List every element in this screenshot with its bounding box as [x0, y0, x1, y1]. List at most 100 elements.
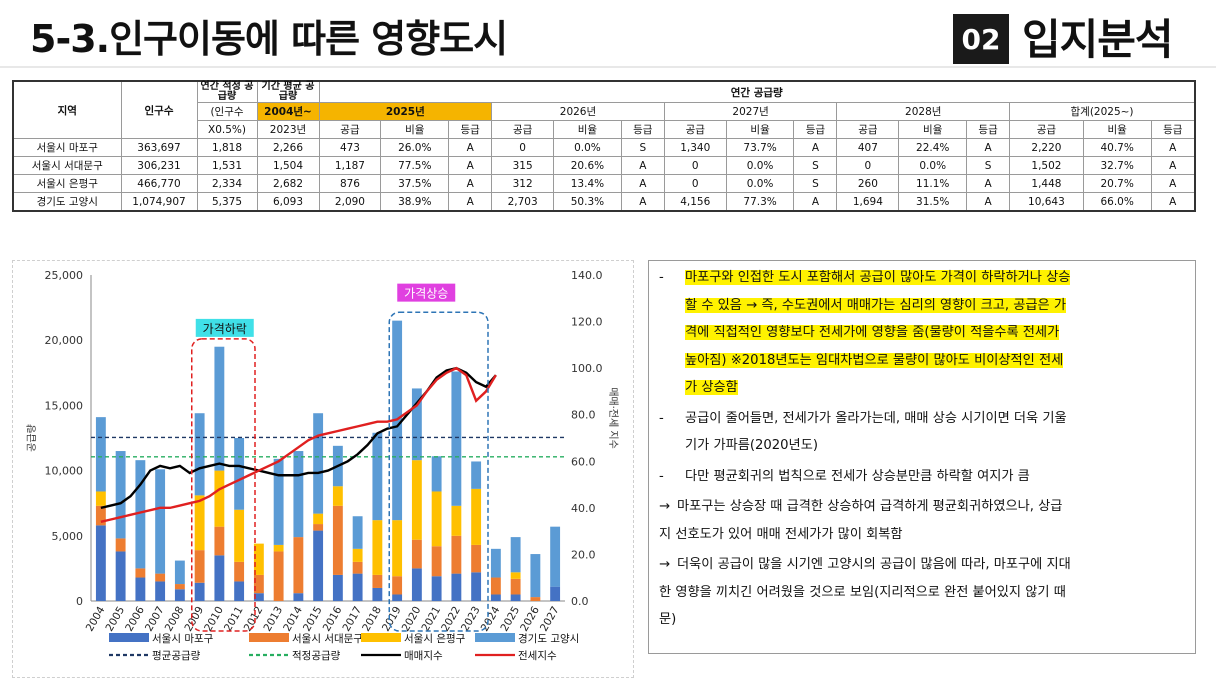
table-cell: 315: [491, 156, 555, 175]
bar-segment: [273, 544, 284, 552]
legend-label: 매매지수: [404, 650, 443, 662]
table-cell: A: [448, 174, 493, 193]
col-header-annual-group: 연간 공급량: [318, 80, 1196, 103]
bar-segment: [471, 488, 482, 545]
y-tick-label: 20,000: [45, 334, 84, 347]
legend-label: 전세지수: [518, 650, 557, 662]
note-line: 높아짐) ※2018년도는 임대차법으로 물량이 많아도 비이상적인 전세: [659, 348, 1064, 374]
legend-swatch: [249, 633, 289, 642]
y-tick-label: 25,000: [45, 269, 84, 282]
bar-segment: [352, 573, 363, 601]
sub-header-supply: 공급: [663, 120, 727, 139]
table-cell: 77.5%: [380, 156, 450, 175]
bar-segment: [95, 505, 106, 526]
sub-header-supply: 공급: [318, 120, 382, 139]
price-drop-label: 가격하락: [203, 322, 247, 336]
note-text: 높아짐) ※2018년도는 임대차법으로 물량이 많아도 비이상적인 전세: [685, 352, 1064, 368]
table-cell: 4,156: [663, 192, 727, 212]
sub-header-grade: 등급: [1150, 120, 1196, 139]
bar-segment: [135, 460, 146, 569]
x-tick-label: 2007: [143, 605, 167, 634]
table-cell: 1,448: [1009, 174, 1084, 193]
legend-label: 평균공급량: [152, 650, 201, 662]
table-cell: 0: [836, 156, 900, 175]
bar-segment: [510, 572, 521, 579]
bar-segment: [352, 548, 363, 562]
x-tick-label: 2014: [281, 604, 305, 633]
bar-segment: [392, 594, 403, 601]
table-cell: 466,770: [120, 174, 198, 193]
bar-segment: [332, 486, 343, 506]
x-tick-label: 2021: [419, 605, 443, 634]
y-tick-label: 10,000: [45, 465, 84, 478]
table-cell: A: [620, 156, 665, 175]
bar-segment: [451, 505, 462, 536]
bar-segment: [372, 587, 383, 601]
x-tick-label: 2022: [439, 605, 463, 634]
y2-tick-label: 20.0: [571, 548, 596, 561]
bar-segment: [253, 593, 264, 601]
bar-segment: [530, 554, 541, 598]
sub-header-supply: 공급: [1009, 120, 1084, 139]
note-line: 문): [659, 607, 676, 633]
table-cell: 0: [663, 156, 727, 175]
bar-segment: [451, 573, 462, 601]
table-cell: 38.9%: [380, 192, 450, 212]
bar-segment: [273, 458, 284, 545]
col-subheader-period-1: 2004년~: [256, 102, 320, 121]
table-cell: A: [966, 174, 1011, 193]
bar-segment: [471, 544, 482, 573]
year-header-2028: 2028년: [836, 102, 1011, 121]
table-cell: S: [966, 156, 1011, 175]
x-tick-label: 2018: [360, 605, 384, 634]
table-cell: 2,090: [318, 192, 382, 212]
bar-segment: [510, 537, 521, 573]
note-text: 가 상승함: [685, 380, 738, 395]
table-cell: 2,703: [491, 192, 555, 212]
x-tick-label: 2015: [301, 605, 325, 634]
bar-segment: [293, 537, 304, 594]
table-cell: 66.0%: [1082, 192, 1152, 212]
table-cell: 40.7%: [1082, 138, 1152, 157]
bar-segment: [451, 535, 462, 574]
price-rise-label: 가격상승: [404, 287, 448, 301]
dash-bullet: -: [659, 410, 664, 426]
bar-segment: [431, 456, 442, 492]
table-cell: 0.0%: [725, 174, 795, 193]
price-rise-label-bg: [397, 283, 456, 302]
note-line: - 공급이 줄어들면, 전세가가 올라가는데, 매매 상승 시기이면 더욱 기울: [659, 406, 1067, 432]
col-header-region: 지역: [12, 80, 122, 139]
note-text: 마포구와 인접한 도시 포함해서 공급이 많아도 가격이 하락하거나 상승: [685, 270, 1071, 285]
table-cell: 73.7%: [725, 138, 795, 157]
bar-segment: [234, 438, 245, 510]
table-cell: 20.7%: [1082, 174, 1152, 193]
arrow-bullet: →: [659, 499, 671, 514]
supply-price-chart: 0 5,000 10,000 15,000 20,000 25,000 0.0 20.0 40.…: [12, 260, 634, 678]
bar-segment: [431, 491, 442, 547]
year-header-2026: 2026년: [491, 102, 665, 121]
bar-segment: [411, 539, 422, 569]
bar-segment: [352, 516, 363, 549]
bar-segment: [372, 520, 383, 575]
table-cell: A: [448, 192, 493, 212]
x-tick-label: 2010: [202, 605, 226, 634]
bar-segment: [352, 561, 363, 574]
bar-segment: [471, 572, 482, 601]
note-text: 문): [659, 612, 677, 627]
bar-segment: [174, 584, 185, 590]
y2-tick-label: 100.0: [571, 362, 603, 375]
col-header-annual-supply: 연간 적정 공급량: [196, 80, 258, 103]
note-text: 지 선호도가 있어 매매 전세가가 많이 회복함: [659, 526, 903, 542]
table-cell: A: [793, 138, 838, 157]
bar-segment: [135, 577, 146, 601]
bar-segment: [313, 530, 324, 601]
bar-segment: [194, 413, 205, 496]
bar-segment: [372, 432, 383, 521]
dash-bullet: -: [659, 270, 664, 285]
y2-tick-label: 140.0: [571, 269, 603, 282]
note-line: - 다만 평균회귀의 법칙으로 전세가 상승분만큼 하락할 여지가 큼: [659, 464, 1030, 490]
table-cell: 6,093: [256, 192, 320, 212]
bar-segment: [155, 469, 166, 574]
table-cell: 363,697: [120, 138, 198, 157]
bar-segment: [155, 573, 166, 582]
